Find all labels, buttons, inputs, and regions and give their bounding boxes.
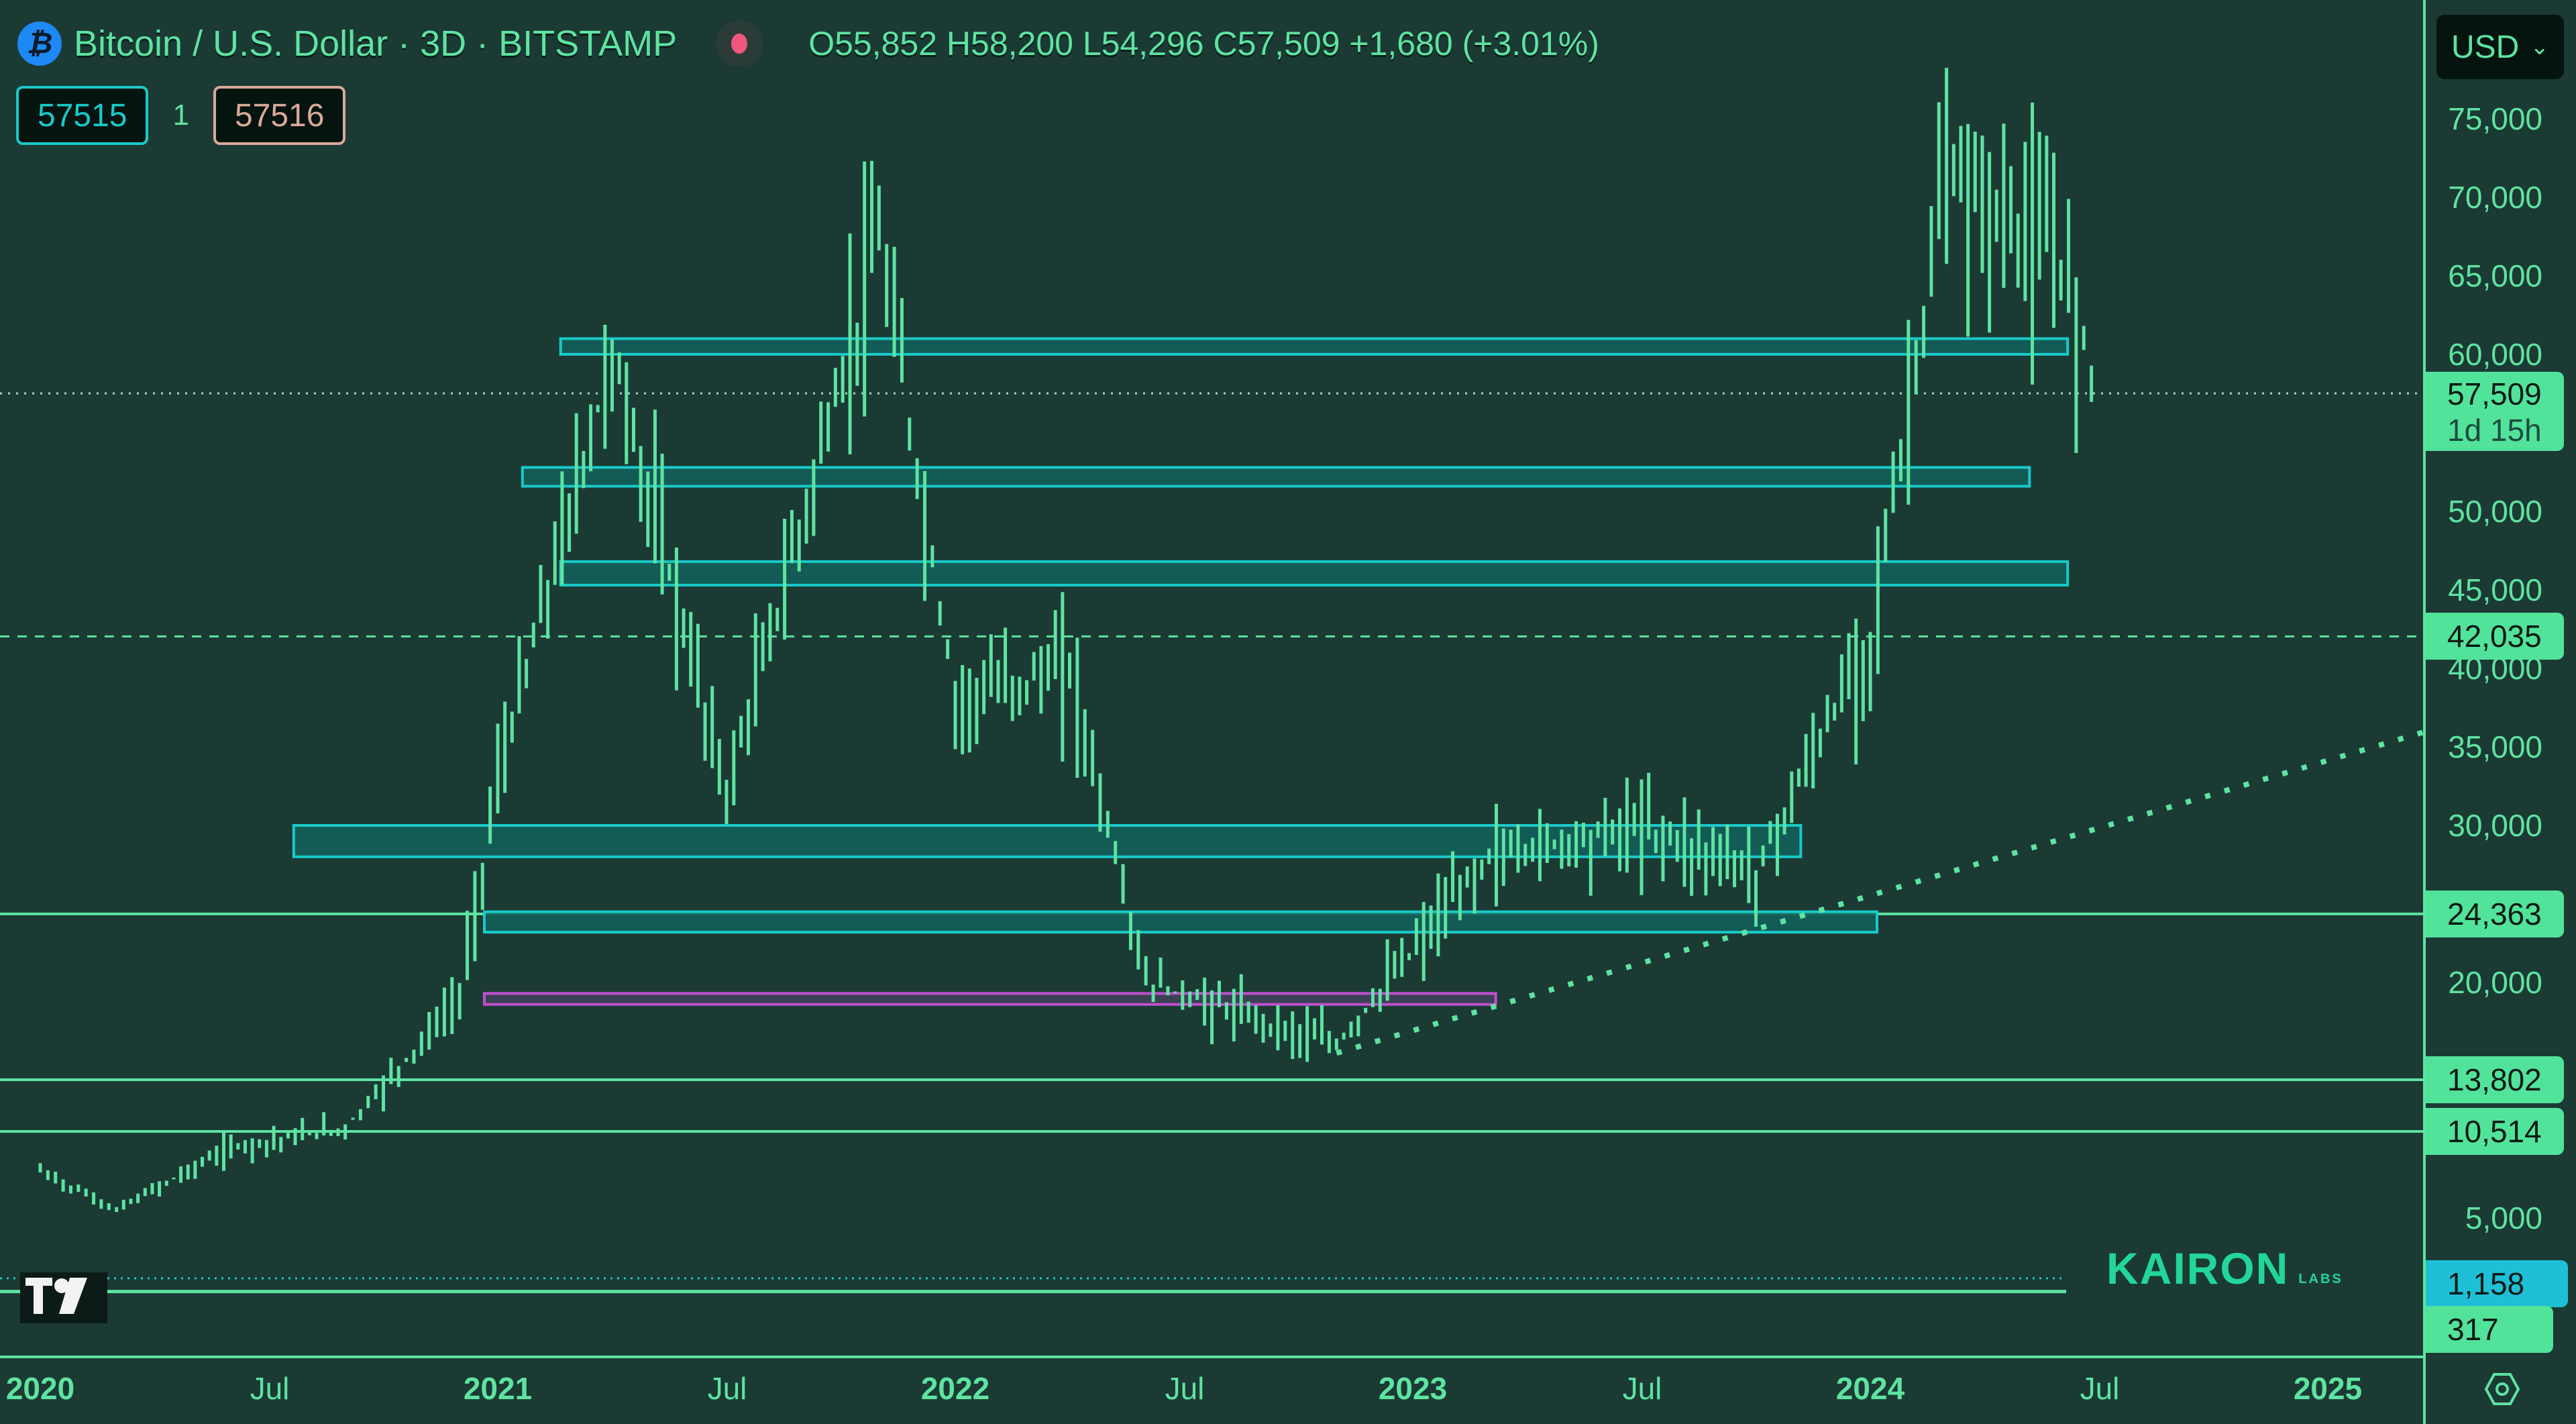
kairon-watermark: KAIRON LABS	[2106, 1243, 2343, 1294]
price-label-last-price[interactable]: 57,509 1d 15h	[2426, 372, 2564, 452]
price-chart[interactable]	[0, 0, 2423, 1356]
price-label-horizontal-line[interactable]: 317	[2426, 1306, 2553, 1353]
market-status	[716, 20, 763, 67]
ohlc-values: O55,852 H58,200 L54,296 C57,509 +1,680 (…	[808, 25, 1599, 62]
market-status-dot-icon	[731, 34, 748, 54]
price-axis[interactable]	[2423, 0, 2576, 1424]
price-label-dotted-line[interactable]: 1,158	[2426, 1260, 2568, 1307]
support-resistance-zone	[559, 337, 2070, 356]
symbol-header: ₿ Bitcoin / U.S. Dollar · 3D · BITSTAMP …	[17, 20, 1599, 67]
kairon-brand: KAIRON	[2106, 1243, 2290, 1293]
time-tick: 2024	[1835, 1371, 1905, 1406]
price-tick: 35,000	[2448, 729, 2542, 764]
price-tick: 50,000	[2448, 494, 2542, 529]
price-tick: 5,000	[2465, 1201, 2542, 1235]
support-resistance-zone	[483, 910, 1878, 934]
time-tick: 2025	[2293, 1371, 2363, 1406]
ohlc-bars	[38, 68, 2094, 1213]
price-tick: 45,000	[2448, 572, 2542, 607]
price-tick: 70,000	[2448, 180, 2542, 215]
price-label-value: 57,509	[2447, 376, 2542, 412]
price-label-horizontal-line[interactable]: 13,802	[2426, 1056, 2564, 1104]
spread-value: 1	[172, 99, 189, 132]
time-tick: Jul	[2080, 1371, 2120, 1406]
time-axis[interactable]	[0, 1356, 2423, 1424]
price-label-value: 42,035	[2447, 619, 2542, 654]
countdown-label: 1d 15h	[2447, 413, 2542, 448]
trendline	[1336, 729, 2423, 1056]
chart-plot-area[interactable]	[0, 0, 2423, 1356]
time-tick: 2023	[1378, 1371, 1448, 1406]
price-tick: 20,000	[2448, 965, 2542, 1000]
order-panel: 57515 1 57516	[16, 86, 346, 145]
currency-select[interactable]: USD ⌄	[2436, 15, 2564, 79]
time-tick: Jul	[1622, 1371, 1662, 1406]
kairon-sub: LABS	[2298, 1272, 2343, 1286]
price-label-value: 24,363	[2447, 896, 2542, 931]
buy-price-button[interactable]: 57516	[213, 86, 346, 145]
price-label-value: 13,802	[2447, 1062, 2542, 1098]
price-label-value: 317	[2447, 1312, 2499, 1347]
symbol-title[interactable]: Bitcoin / U.S. Dollar · 3D · BITSTAMP	[74, 23, 678, 64]
time-tick: Jul	[250, 1371, 290, 1406]
sell-price-button[interactable]: 57515	[16, 86, 149, 145]
chevron-down-icon: ⌄	[2530, 34, 2550, 60]
time-tick: Jul	[1165, 1371, 1205, 1406]
support-resistance-zone	[292, 824, 1803, 858]
time-tick: 2020	[5, 1371, 75, 1406]
purple-zone	[483, 992, 1497, 1006]
currency-value: USD	[2451, 29, 2520, 65]
price-tick: 75,000	[2448, 101, 2542, 136]
price-label-value: 10,514	[2447, 1113, 2542, 1149]
bitcoin-icon: ₿	[17, 21, 62, 66]
support-resistance-zone	[559, 560, 2070, 587]
tradingview-logo-icon[interactable]	[20, 1272, 107, 1323]
price-tick: 65,000	[2448, 258, 2542, 293]
price-label-value: 1,158	[2447, 1266, 2525, 1301]
price-tick: 30,000	[2448, 808, 2542, 843]
time-tick: 2022	[920, 1371, 990, 1406]
price-label-horizontal-line[interactable]: 42,035	[2426, 613, 2564, 660]
settings-icon[interactable]	[2482, 1369, 2522, 1409]
price-label-horizontal-line[interactable]: 24,363	[2426, 890, 2564, 937]
support-resistance-zone	[521, 466, 2031, 488]
price-label-horizontal-line[interactable]: 10,514	[2426, 1107, 2564, 1155]
time-tick: 2021	[463, 1371, 533, 1406]
time-tick: Jul	[707, 1371, 747, 1406]
price-tick: 60,000	[2448, 337, 2542, 372]
